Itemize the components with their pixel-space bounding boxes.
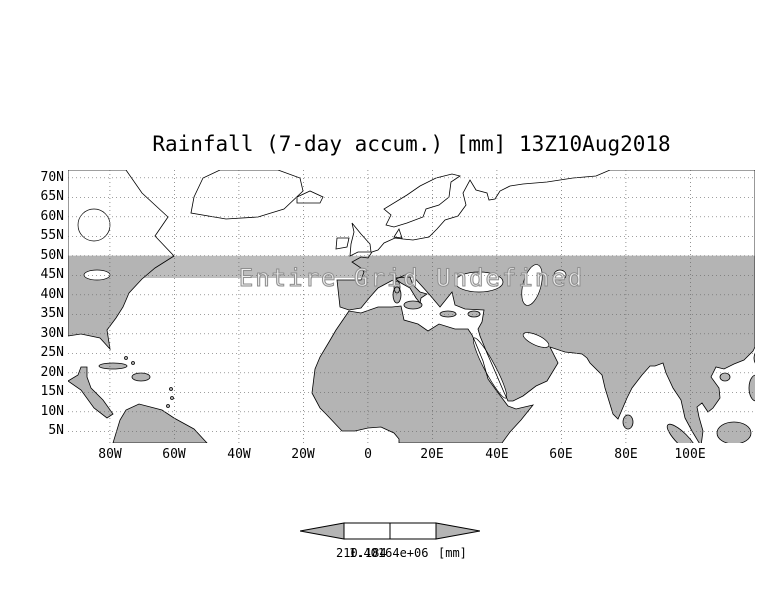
lon-axis-label: 60E [549, 447, 573, 462]
colorbar-left-arrow [299, 522, 345, 540]
lat-axis-label: 50N [40, 248, 64, 263]
lon-axis-label: 100E [674, 447, 706, 462]
lat-axis-label: 65N [40, 189, 64, 204]
lat-axis-label: 15N [40, 384, 64, 399]
lon-axis-label: 80E [614, 447, 638, 462]
lon-axis-label: 60W [162, 447, 186, 462]
lat-axis-label: 5N [48, 423, 64, 438]
plot-title: Rainfall (7-day accum.) [mm] 13Z10Aug201… [152, 132, 671, 156]
colorbar-max-label: 1.40164e+06 [349, 546, 429, 560]
lat-axis-label: 30N [40, 326, 64, 341]
colorbar [299, 521, 481, 541]
undefined-grid-message: Entire Grid Undefined [238, 264, 585, 293]
lat-axis-label: 60N [40, 209, 64, 224]
lat-axis-label: 10N [40, 404, 64, 419]
lat-axis-label: 20N [40, 365, 64, 380]
lon-axis-label: 40W [227, 447, 251, 462]
lon-axis-label: 20W [291, 447, 315, 462]
map-plot-area [67, 169, 764, 458]
lon-axis-label: 80W [98, 447, 122, 462]
lon-axis-label: 40E [485, 447, 509, 462]
lon-axis-label: 0 [364, 447, 372, 462]
lat-axis-label: 45N [40, 267, 64, 282]
lat-axis-label: 40N [40, 287, 64, 302]
world-map-canvas [67, 169, 764, 458]
lat-axis-label: 55N [40, 228, 64, 243]
lon-axis-label: 20E [420, 447, 444, 462]
graticule [68, 170, 755, 443]
lat-axis-label: 35N [40, 306, 64, 321]
colorbar-units-label: [mm] [438, 546, 467, 560]
lat-axis-label: 25N [40, 345, 64, 360]
lat-axis-label: 70N [40, 170, 64, 185]
colorbar-min-label: 210.184 [336, 546, 387, 560]
colorbar-right-arrow [435, 522, 481, 540]
